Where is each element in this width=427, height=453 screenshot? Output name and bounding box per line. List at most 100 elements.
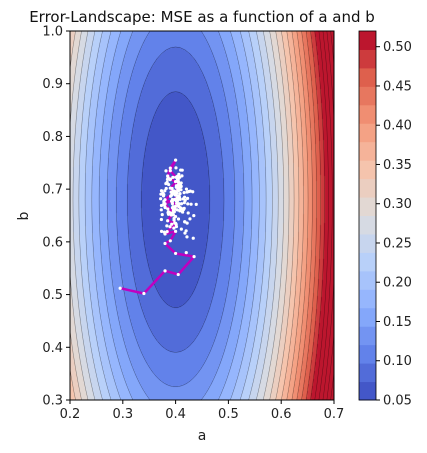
contour-fill xyxy=(70,31,334,400)
trajectory-point xyxy=(118,286,122,290)
contour-plot-area xyxy=(70,31,334,400)
y-tick-label: 0.3 xyxy=(42,394,63,409)
y-tick-label: 0.9 xyxy=(42,77,63,92)
trajectory-point xyxy=(174,251,178,256)
x-tick-label: 0.7 xyxy=(324,407,345,422)
contour-line xyxy=(141,91,211,308)
colorbar-band xyxy=(359,289,376,309)
colorbar-band xyxy=(359,363,376,383)
sample-point xyxy=(194,202,198,206)
sample-point xyxy=(159,217,163,222)
sample-point xyxy=(170,186,174,191)
sample-point xyxy=(176,180,180,184)
sample-point xyxy=(178,197,182,202)
colorbar: 0.05 0.10 0.15 0.20 0.25 0.30 0.35 0.40 0.45 0.50 xyxy=(358,30,412,409)
colorbar-tick-label: 0.20 xyxy=(383,276,412,291)
contour-lines xyxy=(70,31,334,400)
sample-point xyxy=(177,194,181,199)
sample-point xyxy=(185,235,189,239)
sample-point xyxy=(178,191,182,196)
colorbar-band xyxy=(359,86,376,106)
contour-line xyxy=(84,31,267,400)
contour-line xyxy=(78,31,273,400)
sample-point xyxy=(174,185,178,189)
sample-point xyxy=(177,187,181,191)
trajectory-point xyxy=(168,166,172,170)
sample-point xyxy=(166,176,170,180)
contour-line xyxy=(70,31,300,400)
sample-point xyxy=(162,201,166,206)
sample-point xyxy=(175,201,179,205)
sample-point xyxy=(173,204,178,208)
colorbar-tick-label: 0.05 xyxy=(383,394,412,409)
sample-point xyxy=(182,191,186,195)
sample-point xyxy=(159,229,164,233)
sample-point xyxy=(181,208,186,212)
contour-line xyxy=(72,31,279,400)
colorbar-tick-label: 0.30 xyxy=(383,197,412,212)
sample-point xyxy=(170,193,174,197)
sample-point xyxy=(179,181,183,185)
sample-point xyxy=(191,236,195,240)
sample-point xyxy=(175,196,179,200)
y-tick-label: 0.8 xyxy=(42,130,63,145)
sample-point xyxy=(165,224,169,228)
sample-point xyxy=(174,166,178,170)
sample-point xyxy=(159,208,163,212)
contour-line xyxy=(116,31,236,387)
trajectory-point xyxy=(142,291,146,296)
sample-point xyxy=(175,208,179,212)
sample-point xyxy=(169,190,173,194)
sample-point xyxy=(174,190,178,194)
colorbar-tick-label: 0.10 xyxy=(383,354,412,369)
sample-point xyxy=(159,189,164,193)
sample-point xyxy=(186,202,190,206)
x-tick-label: 0.6 xyxy=(271,407,292,422)
colorbar-band xyxy=(359,178,376,198)
contour-line xyxy=(318,31,333,400)
y-tick-label: 0.5 xyxy=(42,288,63,303)
colorbar-frame xyxy=(358,30,377,401)
sample-points xyxy=(159,166,198,255)
sample-point xyxy=(185,196,190,201)
sample-point xyxy=(188,217,192,221)
plot-frame xyxy=(69,30,335,401)
trajectory-point xyxy=(168,169,172,173)
sample-point xyxy=(184,187,189,191)
sample-point xyxy=(170,206,175,210)
sample-point xyxy=(176,217,181,221)
trajectory-point xyxy=(168,239,172,243)
colorbar-band xyxy=(359,233,376,253)
sample-point xyxy=(186,211,190,215)
contour-line xyxy=(91,31,260,400)
x-tick-label: 0.4 xyxy=(165,407,186,422)
contour-line xyxy=(106,31,245,400)
sample-point xyxy=(178,209,182,213)
sample-point xyxy=(168,225,172,229)
trajectory-point xyxy=(166,219,170,223)
colorbar-band xyxy=(359,252,376,272)
colorbar-band xyxy=(359,31,376,50)
sample-point xyxy=(171,213,175,217)
sample-point xyxy=(174,224,179,229)
sample-point xyxy=(174,199,178,203)
sample-point xyxy=(181,210,185,214)
contour-line xyxy=(98,31,253,400)
colorbar-band xyxy=(359,326,376,346)
contour-line xyxy=(296,31,313,400)
contour-line xyxy=(126,46,225,353)
colorbar-band xyxy=(359,307,376,327)
contour-line xyxy=(291,31,309,400)
sample-point xyxy=(184,251,188,255)
sample-point xyxy=(159,203,164,208)
contour-line xyxy=(310,31,325,400)
chart-title: Error-Landscape: MSE as a function of a … xyxy=(29,8,375,26)
x-tick-label: 0.3 xyxy=(112,407,133,422)
y-axis-label: b xyxy=(16,211,32,220)
colorbar-band xyxy=(359,197,376,216)
trajectory-point xyxy=(176,272,180,277)
sample-point xyxy=(191,190,195,194)
colorbar-band xyxy=(359,344,376,364)
sample-point xyxy=(160,213,164,217)
